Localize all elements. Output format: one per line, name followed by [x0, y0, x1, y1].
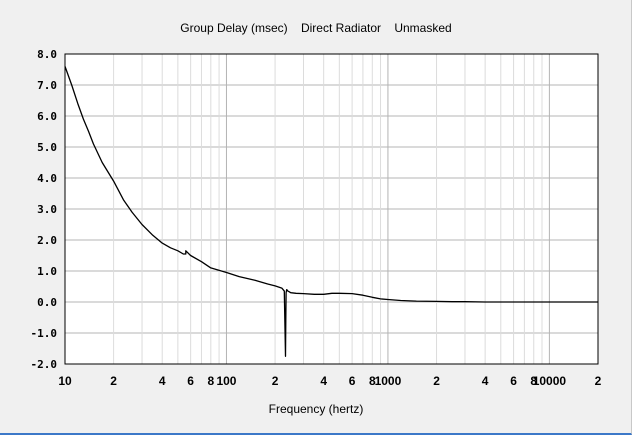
y-tick-label: 0.0	[37, 296, 57, 309]
plot-frame	[64, 53, 599, 365]
x-tick-label: 100	[216, 374, 236, 388]
y-tick-labels: 8.0 7.0 6.0 5.0 4.0 3.0 2.0 1.0 0.0 -1.0 -2.0	[31, 48, 58, 371]
y-tick-label: 7.0	[37, 79, 57, 92]
x-tick-label: 6	[349, 374, 356, 388]
y-tick-label: 3.0	[37, 203, 57, 216]
y-tick-label: 8.0	[37, 48, 57, 61]
y-tick-label: -1.0	[31, 327, 58, 340]
x-tick-label: 8	[369, 374, 376, 388]
x-tick-label: 10	[58, 374, 72, 388]
x-tick-label: 8	[530, 374, 537, 388]
y-tick-label: 2.0	[37, 234, 57, 247]
x-axis-label: Frequency (hertz)	[268, 402, 364, 416]
grid-lines	[65, 54, 598, 364]
x-tick-label: 2	[433, 374, 440, 388]
x-tick-label: 1000	[375, 374, 402, 388]
series-line	[64, 66, 598, 357]
x-tick-label: 2	[272, 374, 279, 388]
x-tick-label: 2	[595, 374, 602, 388]
x-tick-label: 6	[187, 374, 194, 388]
series-layer	[64, 66, 598, 357]
x-tick-label: 4	[320, 374, 327, 388]
x-tick-label: 4	[482, 374, 489, 388]
y-tick-label: 1.0	[37, 265, 57, 278]
y-tick-label: 6.0	[37, 110, 57, 123]
x-tick-label: 4	[159, 374, 166, 388]
x-tick-label: 6	[510, 374, 517, 388]
x-tick-label: 2	[110, 374, 117, 388]
y-tick-label: -2.0	[31, 358, 58, 371]
chart-title: Group Delay (msec) Direct Radiator Unmas…	[180, 21, 452, 35]
y-tick-label: 5.0	[37, 141, 57, 154]
y-tick-label: 4.0	[37, 172, 57, 185]
x-tick-label: 8	[207, 374, 214, 388]
x-tick-label: 10000	[533, 374, 567, 388]
